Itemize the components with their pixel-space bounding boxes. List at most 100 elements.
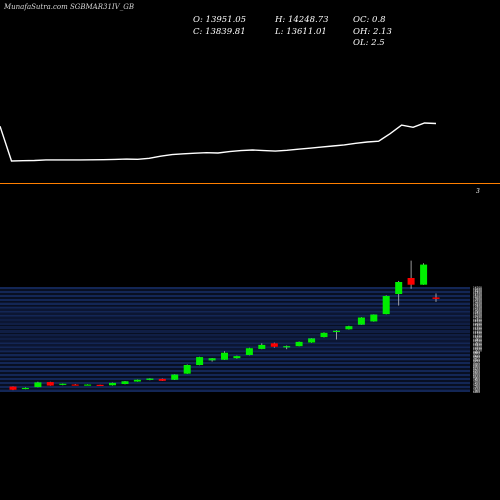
price-axis-label: 10700: [473, 339, 482, 343]
price-axis-label: 8400: [473, 370, 480, 374]
candle-body: [270, 343, 278, 347]
candle-body: [46, 382, 54, 386]
candle-body: [295, 341, 303, 347]
price-axis-label: 9300: [473, 358, 480, 362]
price-axis-label: 12600: [473, 314, 482, 318]
price-axis-label: 9900: [473, 350, 480, 354]
price-axis-label: 7200: [473, 386, 480, 390]
price-axis-label: 7600: [473, 381, 480, 385]
close-value: C: 13839.81: [193, 27, 246, 37]
price-axis-label: 9100: [473, 361, 480, 365]
price-axis-label: 11500: [473, 329, 482, 333]
price-axis-label: 12900: [473, 310, 482, 314]
price-axis-label: 12200: [473, 319, 482, 323]
price-axis-label: 12500: [473, 315, 482, 319]
price-axis-label: 7400: [473, 383, 480, 387]
candle-body: [96, 384, 104, 386]
price-axis-label: 8200: [473, 373, 480, 377]
price-axis-label: 10500: [473, 342, 482, 346]
price-axis-label: 8800: [473, 365, 480, 369]
candle-body: [345, 326, 353, 330]
candle-body: [21, 387, 29, 390]
candle-body: [109, 382, 116, 386]
price-axis-label: 12400: [473, 316, 482, 320]
price-axis-label: 12100: [473, 320, 482, 324]
oh-value: OH: 2.13: [353, 27, 392, 37]
oc-value: OC: 0.8: [353, 15, 386, 25]
price-axis-label: 7700: [473, 379, 480, 383]
candle-body: [208, 358, 216, 361]
candle-body: [432, 297, 440, 299]
price-axis-label: 14100: [473, 294, 482, 298]
candle-body: [407, 278, 415, 285]
price-axis-label: 7100: [473, 387, 480, 391]
price-axis-label: 14500: [473, 288, 482, 292]
price-axis-label: 11400: [473, 330, 482, 334]
price-axis-label: 11100: [473, 334, 482, 338]
candle-body: [146, 378, 154, 380]
ol-value: OL: 2.5: [353, 38, 385, 48]
price-axis-label: 10800: [473, 338, 482, 342]
price-axis-label: 9500: [473, 355, 480, 359]
candle-body: [171, 374, 179, 380]
price-axis-label: 10100: [473, 347, 482, 351]
price-axis-label: 8300: [473, 371, 480, 375]
candle-body: [320, 332, 328, 338]
price-axis-label: 14400: [473, 290, 482, 294]
open-value: O: 13951.05: [193, 15, 247, 25]
price-axis-label: 13000: [473, 308, 482, 312]
price-axis-label: 8600: [473, 367, 480, 371]
price-axis-label: 11900: [473, 323, 482, 327]
price-axis-label: 10600: [473, 341, 482, 345]
line-series: [0, 122, 437, 162]
candle-body: [183, 365, 191, 374]
candle-body: [121, 381, 129, 384]
price-axis-label: 9800: [473, 351, 480, 355]
price-axis-label: 13400: [473, 303, 482, 307]
price-axis-label: 11000: [473, 335, 482, 339]
candle-body: [420, 264, 428, 285]
price-axis-label: 11300: [473, 331, 482, 335]
price-axis-label: 8700: [473, 366, 480, 370]
price-axis-label: 11800: [473, 325, 482, 329]
candle-body: [196, 357, 204, 365]
candle-body: [357, 317, 365, 325]
price-axis-label: 9700: [473, 353, 480, 357]
candle-body: [233, 356, 241, 359]
candle-body: [158, 378, 166, 381]
candle-body: [395, 282, 403, 294]
price-axis-label: 8500: [473, 369, 480, 373]
price-axis-label: 7900: [473, 377, 480, 381]
price-axis-label: 13500: [473, 302, 482, 306]
chart-title: MunafaSutra.com SGBMAR31IV_GB: [4, 3, 134, 11]
price-axis-label: 12800: [473, 311, 482, 315]
price-axis-label: 13300: [473, 304, 482, 308]
candle-body: [133, 379, 141, 382]
price-axis-label: 14600: [473, 287, 482, 291]
price-axis-label: 10900: [473, 337, 482, 341]
candle-body: [382, 296, 390, 315]
price-axis-label: 6900: [473, 390, 480, 394]
low-value: L: 13611.01: [275, 27, 327, 37]
price-axis-label: 13900: [473, 296, 482, 300]
price-axis-label: 13700: [473, 299, 482, 303]
candle-body: [71, 384, 79, 386]
candle-body: [370, 314, 378, 322]
price-axis-label: 11200: [473, 333, 482, 337]
price-axis-label: 14300: [473, 291, 482, 295]
candle-body: [258, 344, 266, 349]
price-axis-label: 13100: [473, 307, 482, 311]
price-axis-label: 10400: [473, 343, 482, 347]
price-axis-label: 10200: [473, 346, 482, 350]
price-axis-label: 12300: [473, 318, 482, 322]
price-axis-label: 7000: [473, 389, 480, 393]
candle-body: [245, 348, 253, 355]
price-axis-label: 8100: [473, 374, 480, 378]
candle-body: [221, 352, 228, 360]
candle-body: [283, 346, 291, 348]
right-marker-label: 3: [476, 188, 480, 195]
price-axis-label: 14000: [473, 295, 482, 299]
price-axis-label: 8900: [473, 363, 480, 367]
